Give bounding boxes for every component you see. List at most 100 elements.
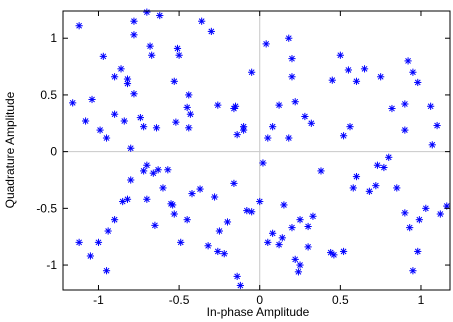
data-point [233,272,241,280]
data-point [88,95,96,104]
data-point [86,252,95,260]
data-point [304,243,312,251]
data-point [278,234,286,242]
data-point [94,238,103,246]
data-point [127,176,135,184]
y-tick-label: -1 [46,258,57,272]
data-point [220,250,228,258]
data-point [388,104,396,113]
data-point [130,31,138,39]
data-point [365,187,373,195]
data-point [275,241,283,249]
data-point [210,193,219,201]
data-point [127,144,135,152]
data-point [344,66,353,74]
data-point [288,224,296,232]
x-axis-label: In-phase Amplitude [207,305,310,319]
data-point [99,52,107,60]
data-point [248,68,256,76]
data-point [104,227,112,235]
data-point [183,103,191,112]
data-point [159,184,167,192]
data-point [170,77,178,85]
data-point [422,204,430,212]
data-point [349,184,357,192]
x-tick-label: -0.5 [169,293,190,307]
data-point [130,17,138,25]
data-point [401,100,409,108]
data-point [214,247,222,256]
data-point [148,51,156,59]
data-point [296,216,304,224]
data-point [380,163,388,172]
data-point [120,117,128,125]
x-tick-label: -1 [93,293,104,307]
y-axis-label: Quadrature Amplitude [3,91,17,208]
data-point [304,222,312,231]
data-point [170,210,178,218]
data-point [177,238,185,246]
data-point [146,42,154,50]
y-tick-label: 1 [50,31,57,45]
data-point [81,117,90,125]
data-point [275,101,283,109]
data-point [409,267,417,275]
data-point [188,189,196,198]
data-point [360,65,369,73]
data-point [288,73,296,81]
y-axis-ticks: -1 -0.5 0 0.5 1 [36,31,450,272]
data-point [152,124,161,132]
data-point [415,216,423,224]
data-point [264,134,272,142]
data-point [136,114,144,122]
data-point [373,161,382,169]
data-point [330,251,338,259]
y-tick-label: -0.5 [36,201,57,215]
data-point [172,118,180,126]
data-point [143,195,151,203]
data-point [96,126,104,134]
data-point [427,102,435,110]
data-point [248,208,256,216]
data-point [230,179,238,187]
x-tick-label: 0.5 [332,293,349,307]
data-point [336,51,344,59]
data-point [119,197,127,206]
data-point [167,200,175,208]
data-point [130,90,138,98]
data-point [436,210,444,218]
data-point [285,134,293,142]
data-point [352,77,361,85]
data-point [240,123,248,131]
data-point [401,126,409,134]
data-point [102,267,111,275]
data-point [198,17,206,25]
data-point [414,78,422,87]
data-point [401,209,409,217]
data-point [123,79,132,88]
data-point [339,132,348,140]
data-point [183,216,191,224]
data-point [294,268,303,276]
data-point [372,182,380,190]
data-point [428,141,436,149]
data-point [111,110,119,118]
data-point [223,218,232,226]
data-point [409,68,417,76]
data-point [215,227,224,235]
data-point [173,44,182,53]
data-point [280,201,288,209]
data-point [377,73,385,81]
data-point [291,98,299,106]
data-point [243,207,251,215]
data-point [186,110,194,118]
data-point [185,124,193,132]
y-tick-label: 0 [50,145,57,159]
data-point [288,55,296,63]
plot-area [63,11,450,290]
data-point [185,91,193,99]
plot-frame [62,10,451,291]
x-axis-ticks: -1 -0.5 0 0.5 1 [93,11,425,307]
data-point [69,99,77,107]
data-point [111,216,119,224]
